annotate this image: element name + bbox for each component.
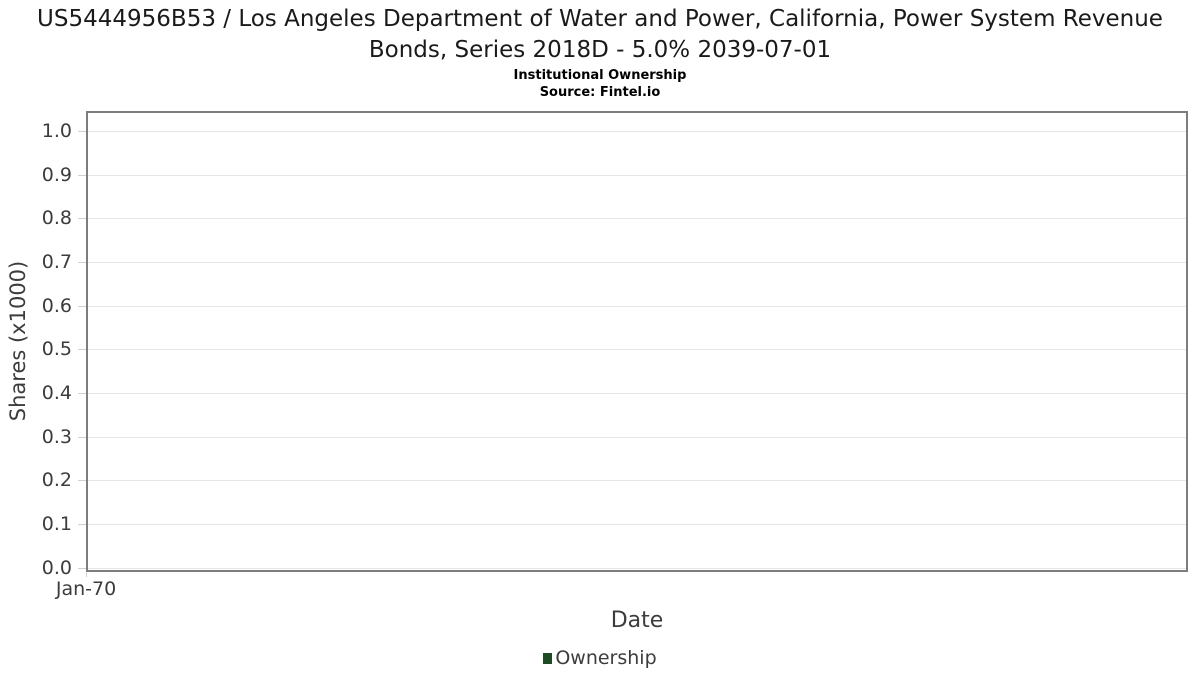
- legend-label: Ownership: [555, 647, 657, 669]
- legend: Ownership: [0, 647, 1200, 669]
- plot-area: [86, 111, 1188, 572]
- gridline: [88, 349, 1186, 351]
- y-tick-label: 0.2: [41, 469, 72, 492]
- gridline: [88, 393, 1186, 394]
- gridline: [88, 305, 1186, 307]
- y-tick-mark: [78, 480, 86, 482]
- y-tick-label: 0.9: [41, 163, 72, 186]
- y-tick-label: 1.0: [41, 120, 72, 143]
- y-tick-mark: [78, 218, 86, 220]
- chart-title: US5444956B53 / Los Angeles Department of…: [37, 6, 1163, 63]
- x-axis-label: Date: [610, 608, 664, 633]
- gridline: [88, 218, 1186, 220]
- gridline: [88, 174, 1186, 176]
- y-tick-mark: [78, 523, 86, 525]
- gridline: [88, 436, 1186, 438]
- gridline: [88, 262, 1186, 264]
- y-tick-mark: [78, 349, 86, 351]
- y-tick-label: 0.7: [41, 251, 72, 274]
- y-tick-mark: [78, 305, 86, 307]
- gridline: [88, 131, 1186, 133]
- y-tick-label: 0.4: [41, 382, 72, 404]
- legend-swatch-icon: [543, 652, 553, 664]
- x-axis: Jan-70: [56, 572, 1188, 602]
- y-tick-label: 0.0: [41, 556, 72, 579]
- gridline: [88, 480, 1186, 482]
- y-tick-mark: [78, 174, 86, 176]
- x-tick-label: Jan-70: [55, 578, 117, 600]
- y-tick-mark: [78, 393, 86, 394]
- gridline: [88, 523, 1186, 525]
- y-tick-label: 0.8: [41, 207, 72, 230]
- y-tick-label: 0.1: [41, 512, 72, 535]
- y-axis: 1.0 0.9 0.8 0.7 0.6 0.5 0.4 0.3 0.2 0.1 0.0: [0, 111, 86, 579]
- y-tick-mark: [78, 436, 86, 438]
- y-tick-mark: [78, 567, 86, 569]
- y-tick-label: 0.6: [41, 294, 72, 317]
- x-tick-mark: [86, 573, 87, 577]
- y-tick-label: 0.3: [41, 425, 72, 448]
- y-tick-label: 0.5: [41, 338, 72, 361]
- gridline: [88, 567, 1186, 569]
- y-tick-mark: [78, 262, 86, 264]
- chart-subtitle: Institutional Ownership: [513, 68, 687, 83]
- y-tick-mark: [78, 131, 86, 133]
- chart-source: Source: Fintel.io: [539, 85, 661, 100]
- legend-entry-ownership: Ownership: [543, 647, 657, 669]
